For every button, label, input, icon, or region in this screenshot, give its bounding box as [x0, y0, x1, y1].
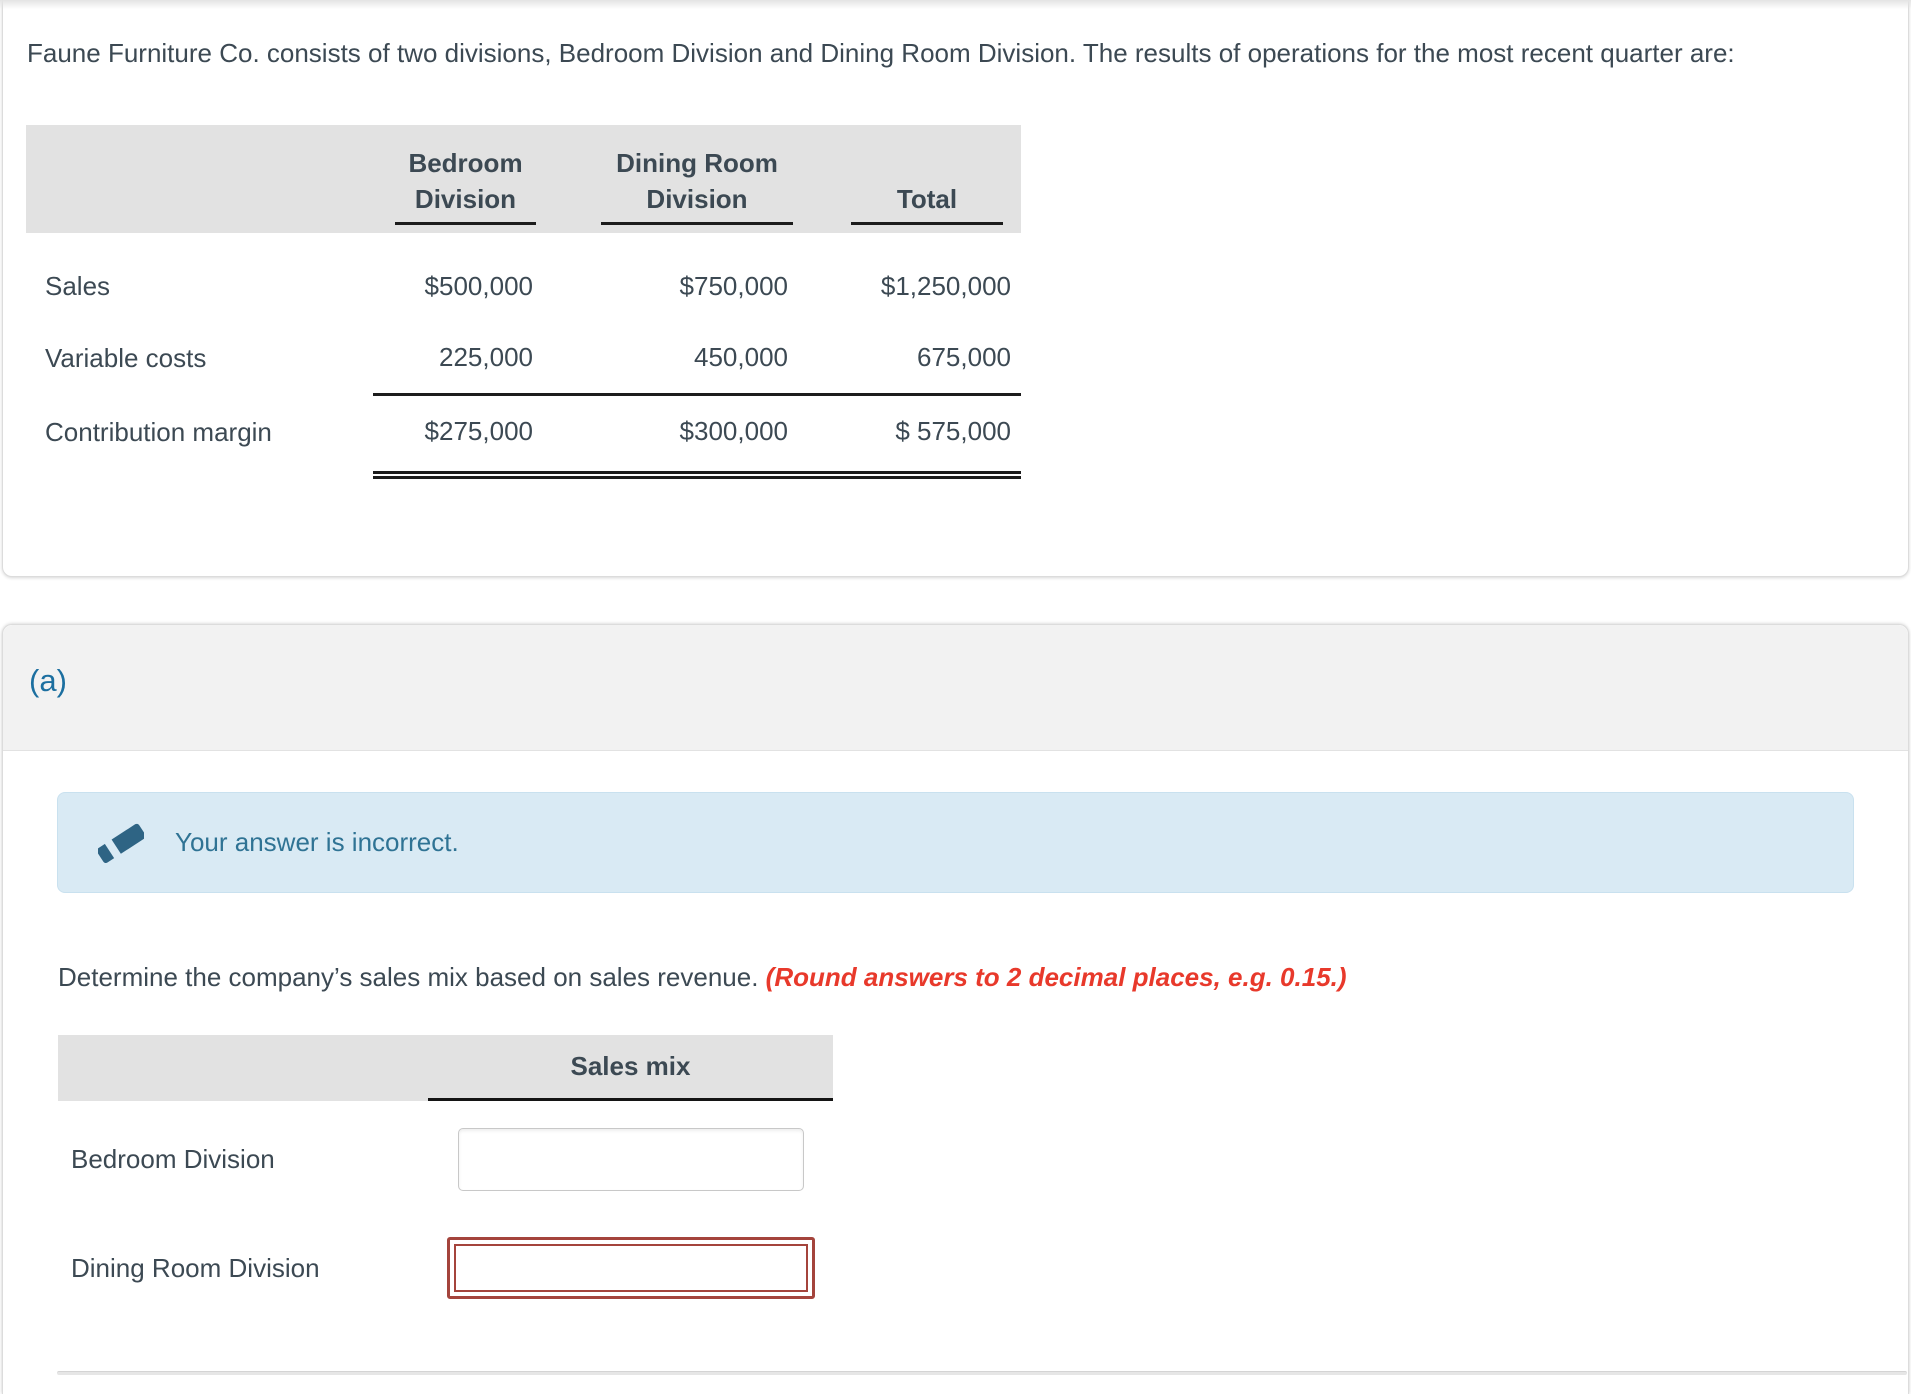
error-highlight-outline	[446, 1237, 815, 1299]
cell-variable-bedroom: 225,000	[373, 302, 548, 396]
sales-mix-column-header: Sales mix	[428, 1035, 833, 1101]
column-header-bedroom-division: Bedroom Division	[373, 125, 548, 233]
answer-row-bedroom-division: Bedroom Division	[58, 1128, 833, 1191]
column-header-empty	[26, 125, 373, 233]
dining-room-division-input[interactable]	[453, 1244, 808, 1292]
cell-sales-total: $1,250,000	[880, 271, 1011, 301]
cell-margin-total: $ 575,000	[803, 394, 1021, 479]
cell-margin-dining: $300,000	[548, 394, 803, 479]
answer-label-dining-room-division: Dining Room Division	[71, 1252, 320, 1283]
row-label-contribution-margin: Contribution margin	[45, 417, 272, 448]
question-main: Determine the company’s sales mix based …	[58, 962, 766, 992]
alert-message: Your answer is incorrect.	[175, 827, 459, 857]
cell-sales-dining: $750,000	[679, 271, 788, 301]
answer-field-bedroom	[428, 1128, 833, 1191]
table-row-contribution-margin: Contribution margin $275,000 $300,000 $ …	[26, 394, 1021, 479]
table-row-variable-costs: Variable costs 225,000 450,000 675,000	[26, 302, 1021, 396]
question-text: Determine the company’s sales mix based …	[58, 961, 1854, 993]
table-row-sales: Sales $500,000 $750,000 $1,250,000	[26, 233, 1021, 302]
rounding-instruction: (Round answers to 2 decimal places, e.g.…	[765, 962, 1347, 992]
answer-row-dining-room-division: Dining Room Division	[58, 1237, 833, 1299]
bottom-divider	[57, 1371, 1907, 1375]
problem-intro-text: Faune Furniture Co. consists of two divi…	[27, 38, 1735, 68]
sales-mix-table: Sales mix Bedroom Division Dining Room D…	[58, 1035, 833, 1299]
sales-mix-header-spacer	[58, 1035, 428, 1101]
operations-table-header-row: Bedroom Division Dining Room Division To…	[26, 125, 1021, 233]
cell-variable-total: 675,000	[803, 302, 1021, 396]
section-label[interactable]: (a)	[29, 663, 67, 698]
answer-field-dining	[428, 1237, 833, 1299]
row-label-sales: Sales	[45, 271, 111, 301]
part-a-body: Your answer is incorrect. Determine the …	[3, 751, 1908, 1375]
cell-margin-bedroom: $275,000	[373, 394, 548, 479]
incorrect-answer-alert: Your answer is incorrect.	[57, 792, 1854, 893]
eraser-icon	[98, 823, 144, 863]
operations-table: Bedroom Division Dining Room Division To…	[26, 125, 1021, 479]
column-header-total: Total	[803, 125, 1021, 233]
column-header-dining-room-division: Dining Room Division	[548, 125, 803, 233]
part-a-panel: (a) Your answer is incorrect. Determine …	[2, 624, 1909, 1394]
cell-variable-dining: 450,000	[548, 302, 803, 396]
row-label-variable-costs: Variable costs	[45, 342, 207, 373]
part-a-header: (a)	[3, 625, 1908, 751]
answer-label-bedroom-division: Bedroom Division	[71, 1144, 275, 1174]
bedroom-division-input[interactable]	[457, 1128, 804, 1191]
sales-mix-header-row: Sales mix	[58, 1035, 833, 1101]
problem-panel: Faune Furniture Co. consists of two divi…	[2, 0, 1909, 577]
cell-sales-bedroom: $500,000	[424, 271, 533, 301]
